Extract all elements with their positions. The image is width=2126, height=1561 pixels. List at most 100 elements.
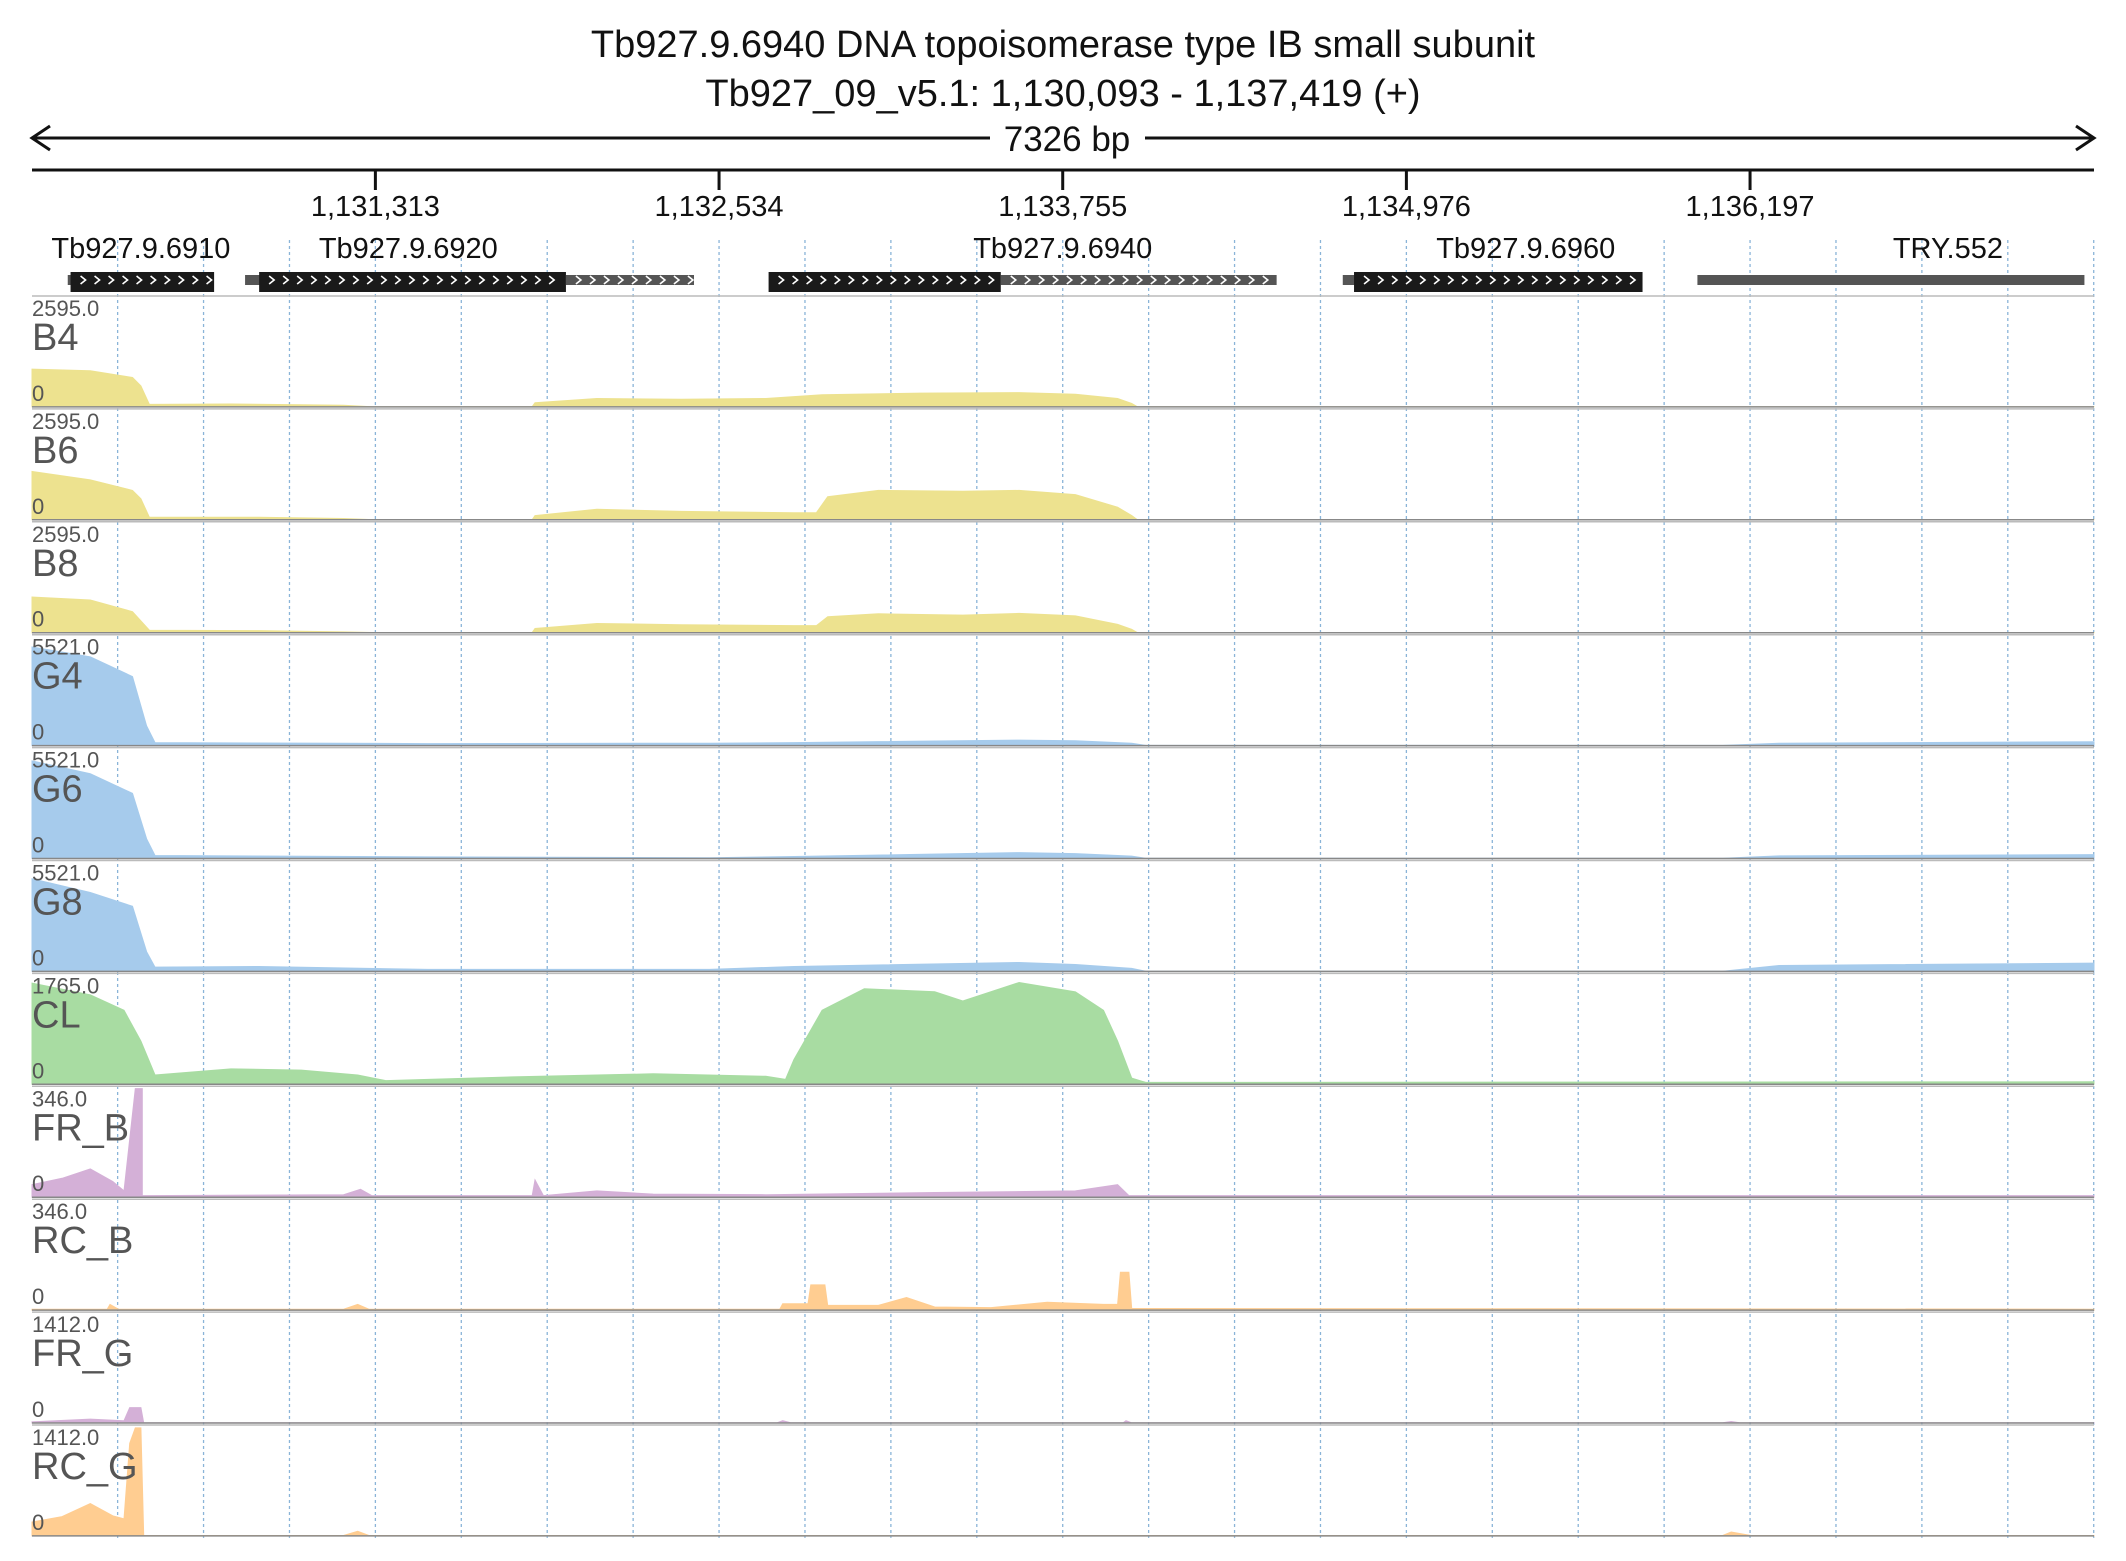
strand-chevron xyxy=(1262,275,1270,285)
track-G4: 5521.0G4 0 xyxy=(31,633,2095,747)
strand-chevron xyxy=(1108,275,1116,285)
strand-chevron xyxy=(631,275,639,285)
strand-chevron xyxy=(974,275,981,285)
strand-chevron xyxy=(603,275,611,285)
coverage-area xyxy=(31,646,2095,747)
strand-chevron xyxy=(1461,275,1469,285)
axis-tick-label: 1,134,976 xyxy=(1342,191,1471,223)
strand-chevron xyxy=(450,275,458,285)
gene-track: Tb927.9.6910 Tb927.9.6920 Tb927.9.6940 Tb92… xyxy=(51,233,2085,292)
gene-utr xyxy=(67,275,72,285)
track-min-label: 0 xyxy=(32,833,44,858)
gene-cds xyxy=(70,272,215,292)
strand-chevron xyxy=(380,275,388,285)
track-name: G6 xyxy=(32,769,83,811)
strand-chevron xyxy=(282,275,290,285)
track-max-label: 5521.0 xyxy=(32,635,99,660)
coverage-area xyxy=(31,878,2095,972)
track-name: FR_G xyxy=(32,1333,133,1375)
gene-Tb927.9.6940[interactable]: Tb927.9.6940 xyxy=(768,233,1277,292)
strand-chevron xyxy=(394,275,402,285)
strand-chevron xyxy=(1220,275,1228,285)
track-max-label: 2595.0 xyxy=(32,296,99,321)
figure-title: Tb927.9.6940 DNA topoisomerase type IB s… xyxy=(591,24,1536,66)
strand-chevron xyxy=(589,275,597,285)
track-max-label: 1412.0 xyxy=(32,1425,99,1450)
coverage-area xyxy=(31,368,2095,408)
track-name: G8 xyxy=(32,882,83,924)
strand-chevron xyxy=(1080,275,1088,285)
gene-Tb927.9.6960[interactable]: Tb927.9.6960 xyxy=(1342,233,1643,292)
strand-chevron xyxy=(1150,275,1158,285)
track-max-label: 346.0 xyxy=(32,1199,87,1224)
strand-chevron xyxy=(478,275,486,285)
strand-chevron xyxy=(1559,275,1567,285)
span-ruler: 7326 bp xyxy=(29,120,2097,159)
strand-chevron xyxy=(338,275,346,285)
strand-chevron xyxy=(1503,275,1511,285)
gene-label: Tb927.9.6960 xyxy=(1436,233,1615,265)
strand-chevron xyxy=(687,275,695,285)
coordinate-axis: 1,131,313 1,132,534 1,133,755 1,134,976 1,13… xyxy=(32,168,2094,223)
strand-chevron xyxy=(1164,275,1172,285)
strand-chevron xyxy=(122,275,129,285)
strand-chevron xyxy=(617,275,625,285)
strand-chevron xyxy=(80,275,87,285)
gene-utr xyxy=(1000,275,1277,285)
strand-chevron xyxy=(150,275,157,285)
track-min-label: 0 xyxy=(32,720,44,745)
strand-chevron xyxy=(1363,275,1371,285)
track-min-label: 0 xyxy=(32,1284,44,1309)
track-min-label: 0 xyxy=(32,1171,44,1196)
track-min-label: 0 xyxy=(32,1397,44,1422)
gene-label: Tb927.9.6910 xyxy=(51,233,230,265)
coverage-area xyxy=(31,760,2095,859)
gene-cds xyxy=(1354,272,1643,292)
gene-cds xyxy=(768,272,1001,292)
gene-label: Tb927.9.6940 xyxy=(973,233,1152,265)
gene-Tb927.9.6920[interactable]: Tb927.9.6920 xyxy=(245,233,695,292)
strand-chevron xyxy=(1136,275,1144,285)
strand-chevron xyxy=(192,275,199,285)
track-name: CL xyxy=(32,994,81,1036)
strand-chevron xyxy=(1433,275,1441,285)
strand-chevron xyxy=(548,275,556,285)
strand-chevron xyxy=(1545,275,1553,285)
track-G8: 5521.0G8 0 xyxy=(31,859,2095,973)
strand-chevron xyxy=(932,275,939,285)
track-max-label: 346.0 xyxy=(32,1086,87,1111)
strand-chevron xyxy=(108,275,115,285)
track-G6: 5521.0G6 0 xyxy=(31,746,2095,860)
gene-Tb927.9.6910[interactable]: Tb927.9.6910 xyxy=(51,233,230,292)
strand-chevron xyxy=(324,275,332,285)
figure-subtitle: Tb927_09_v5.1: 1,130,093 - 1,137,419 (+) xyxy=(705,73,1420,115)
span-arrowhead-right xyxy=(2075,124,2097,152)
gene-utr xyxy=(1342,275,1356,285)
track-max-label: 5521.0 xyxy=(32,861,99,886)
gene-TRY.552[interactable]: TRY.552 xyxy=(1697,233,2085,285)
strand-chevron xyxy=(296,275,304,285)
strand-chevron xyxy=(575,275,583,285)
track-FR_B: 346.0FR_B 0 xyxy=(31,1085,2095,1198)
track-max-label: 2595.0 xyxy=(32,522,99,547)
strand-chevron xyxy=(1178,275,1186,285)
strand-chevron xyxy=(1475,275,1483,285)
strand-chevron xyxy=(1052,275,1060,285)
strand-chevron xyxy=(792,275,799,285)
track-max-label: 2595.0 xyxy=(32,409,99,434)
strand-chevron xyxy=(1206,275,1214,285)
grid-layer xyxy=(116,240,2095,1538)
strand-chevron xyxy=(1405,275,1413,285)
strand-chevron xyxy=(960,275,967,285)
strand-chevron xyxy=(506,275,514,285)
track-name: B8 xyxy=(32,543,78,585)
gene-utr xyxy=(1697,275,2085,285)
strand-chevron xyxy=(310,275,318,285)
strand-chevron xyxy=(673,275,681,285)
track-name: B6 xyxy=(32,430,78,472)
strand-chevron xyxy=(1447,275,1455,285)
strand-chevron xyxy=(862,275,869,285)
coverage-area xyxy=(31,470,2095,521)
coverage-area xyxy=(31,1407,2095,1424)
strand-chevron xyxy=(988,275,995,285)
